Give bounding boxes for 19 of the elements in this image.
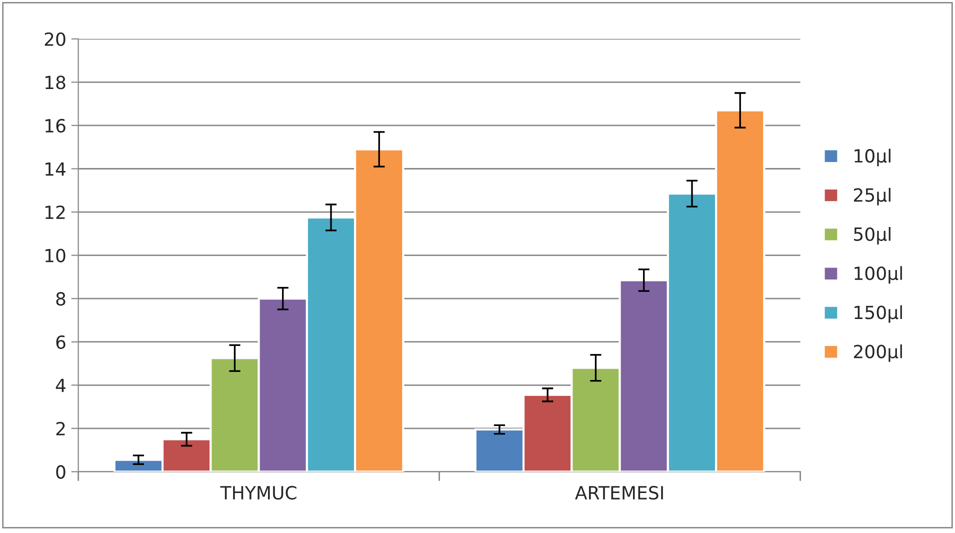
legend-label: 200µl [854, 344, 902, 362]
y-tick-label: 8 [56, 292, 66, 306]
y-tick-label: 20 [44, 32, 66, 46]
y-tick-label: 0 [56, 465, 66, 479]
y-tick-label: 6 [56, 335, 66, 349]
x-tick-label: THYMUC [220, 486, 296, 500]
y-tick-label: 2 [56, 422, 65, 436]
y-tick-label: 10 [46, 248, 66, 262]
x-tick-label: ARTEMESI [575, 486, 663, 500]
y-tick-label: 4 [56, 378, 66, 392]
legend-label: 25µl [854, 188, 890, 206]
y-tick-label: 16 [46, 118, 66, 133]
y-tick-label: 18 [46, 76, 66, 90]
legend-label: 150µl [854, 305, 902, 323]
y-tick-label: 14 [46, 162, 66, 176]
legend-label: 10µl [854, 148, 890, 166]
legend-label: 100µl [854, 266, 902, 284]
y-tick-label: 12 [46, 205, 65, 219]
legend-label: 50µl [854, 227, 890, 244]
